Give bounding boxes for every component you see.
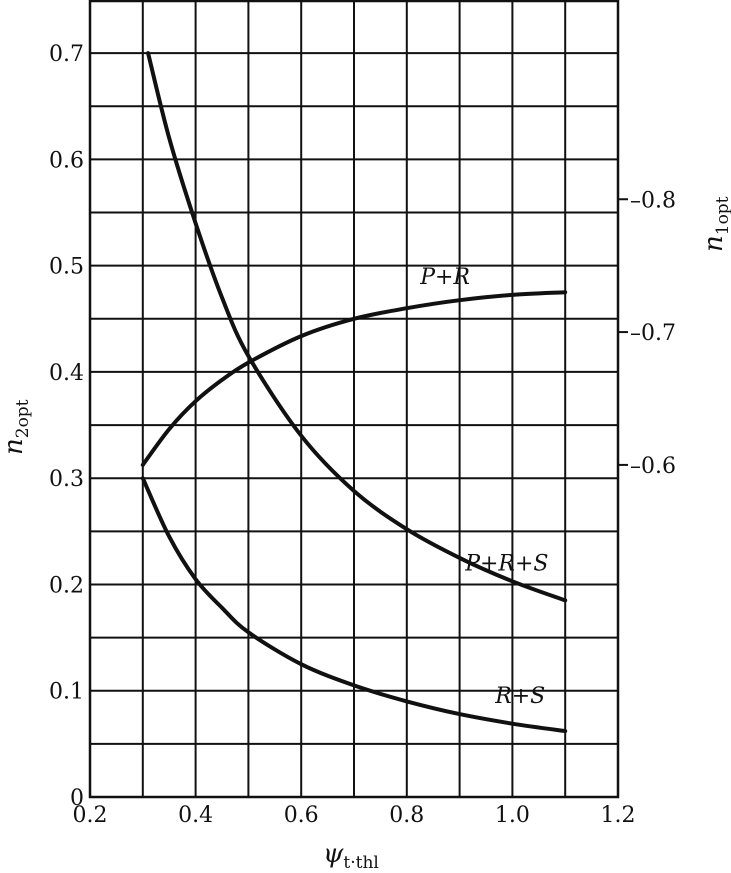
series-label-p-plus-r: P+R (419, 265, 470, 290)
y-tick-label: 0.2 (49, 573, 84, 598)
x-axis-label-sub: t·thl (343, 853, 378, 873)
series-line-p-plus-r (140, 290, 568, 467)
y2-axis-label-main: n (699, 235, 729, 252)
y2-axis-label: n1opt (699, 196, 731, 252)
grid (90, 0, 618, 797)
y2-tick-label: –0.8 (630, 188, 676, 213)
series-lines (140, 51, 568, 734)
y2-tick-label: –0.7 (630, 321, 676, 346)
y2-axis-label-sub: 1opt (713, 196, 731, 235)
y-tick-label: 0.1 (49, 680, 84, 705)
x-tick-label: 0.8 (389, 803, 424, 828)
x-tick-label: 0.2 (73, 803, 108, 828)
x-tick-labels: 0.2 0.4 0.6 0.8 1.0 1.2 (73, 803, 636, 828)
y2-tick-labels: –0.6 –0.7 –0.8 (618, 188, 676, 479)
x-axis-label: ψt·thl (323, 839, 379, 873)
y-axis-label-sub: 2opt (13, 399, 33, 438)
x-tick-label: 0.4 (178, 803, 213, 828)
x-tick-label: 0.6 (284, 803, 319, 828)
y2-tick-label: –0.6 (630, 454, 676, 479)
series-line-p-plus-r-plus-s (146, 51, 568, 603)
x-tick-label: 1.2 (601, 803, 636, 828)
x-tick-label: 1.0 (495, 803, 530, 828)
series-label-p-plus-r-plus-s: P+R+S (464, 551, 548, 576)
y-tick-label: 0.6 (49, 148, 84, 173)
series-label-r-plus-s: R+S (494, 684, 545, 709)
y-tick-label: 0.7 (49, 42, 84, 67)
plot-frame (88, 0, 620, 799)
y-tick-label: 0.4 (49, 361, 84, 386)
x-axis-label-main: ψ (323, 839, 344, 869)
y-tick-label: 0 (70, 786, 84, 811)
y-tick-label: 0.3 (49, 467, 84, 492)
y-axis-label: n2opt (0, 399, 33, 455)
y-tick-label: 0.5 (49, 255, 84, 280)
y-tick-labels: 0 0.1 0.2 0.3 0.4 0.5 0.6 0.7 (49, 42, 84, 811)
series-labels: P+R P+R+S R+S (419, 265, 548, 709)
y-axis-label-main: n (0, 438, 29, 455)
series-line-r-plus-s (140, 476, 568, 734)
